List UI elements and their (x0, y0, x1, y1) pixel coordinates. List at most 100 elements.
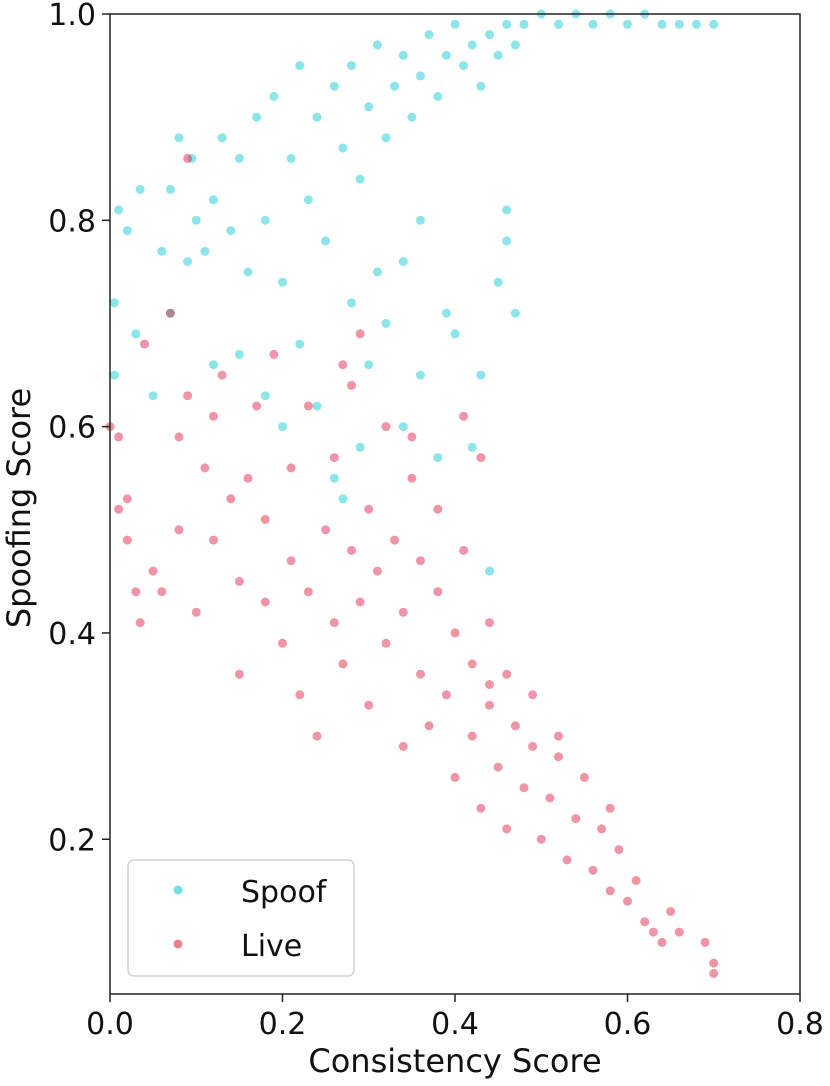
spoof-point (450, 329, 460, 339)
live-point (303, 587, 313, 597)
spoof-point (416, 370, 425, 380)
live-point (157, 587, 167, 597)
spoof-point (269, 92, 279, 101)
live-point (433, 504, 443, 514)
live-point (364, 504, 374, 514)
spoof-point (165, 308, 175, 318)
spoof-point (493, 50, 503, 60)
spoof-point (510, 40, 520, 50)
live-point (243, 473, 253, 483)
spoof-point (286, 153, 296, 163)
live-point (562, 855, 572, 865)
spoof-point (200, 246, 210, 256)
spoof-point (260, 391, 270, 401)
spoof-point (260, 215, 270, 225)
live-point (114, 432, 124, 442)
live-point (131, 587, 141, 597)
live-point (234, 576, 244, 586)
live-point (217, 370, 227, 380)
live-point (545, 793, 555, 803)
live-point (493, 762, 503, 772)
spoof-point (441, 50, 451, 60)
spoof-point (347, 61, 356, 71)
spoof-point (554, 19, 563, 29)
live-point (135, 618, 145, 628)
spoof-point (109, 298, 119, 308)
spoof-point (114, 205, 124, 215)
spoof-point (234, 349, 244, 359)
spoof-point (303, 195, 313, 205)
x-tick-label: 0.6 (604, 1007, 652, 1042)
live-point (329, 618, 339, 628)
live-point (398, 741, 408, 751)
live-point (191, 607, 201, 617)
x-tick-label: 0.0 (86, 1007, 134, 1042)
live-point (200, 463, 210, 473)
spoof-point (467, 442, 477, 452)
spoof-point (191, 215, 201, 225)
live-point (252, 401, 262, 411)
spoof-point (278, 422, 287, 432)
live-point (674, 927, 684, 937)
spoof-point (467, 40, 477, 50)
spoof-point (148, 391, 158, 401)
spoof-point (278, 277, 287, 287)
legend: Spoof Live (127, 859, 355, 977)
x-tick-label: 0.4 (431, 1007, 479, 1042)
plot-frame (109, 13, 801, 995)
legend-box (127, 859, 355, 977)
spoof-point (502, 19, 512, 29)
live-point (347, 380, 356, 390)
live-point (329, 453, 339, 463)
live-point (140, 339, 149, 349)
live-point (390, 535, 400, 545)
live-point (183, 153, 193, 163)
live-point (700, 937, 710, 947)
live-point (416, 669, 425, 679)
spoof-point (187, 153, 197, 163)
live-point (355, 597, 365, 607)
spoof-point (183, 257, 193, 267)
spoof-point (709, 19, 719, 29)
live-point (122, 535, 132, 545)
live-series (105, 153, 719, 978)
live-point (114, 504, 124, 514)
live-point (226, 494, 236, 504)
spoof-point (381, 319, 391, 328)
live-point (441, 690, 451, 700)
spoof-point (329, 473, 339, 483)
spoof-point (450, 19, 460, 29)
y-tick-label: 0.2 (48, 823, 96, 858)
spoof-point (347, 298, 356, 308)
plot-area (105, 9, 801, 995)
x-tick-label: 0.8 (776, 1007, 824, 1042)
spoof-point (485, 30, 494, 40)
spoof-point (355, 174, 365, 184)
spoof-point (226, 226, 236, 236)
live-point (657, 937, 667, 947)
spoof-point (364, 360, 374, 370)
live-point (209, 411, 218, 421)
live-point (122, 494, 132, 504)
live-point (260, 597, 270, 607)
spoof-point (321, 236, 331, 246)
legend-marker-live (173, 939, 183, 949)
live-point (605, 886, 615, 896)
spoof-point (459, 61, 469, 71)
spoof-point (424, 30, 434, 40)
y-tick-label: 0.8 (48, 204, 96, 239)
spoof-point (165, 184, 175, 194)
live-point (648, 927, 658, 937)
y-tick-label: 0.6 (48, 411, 96, 446)
spoof-point (338, 494, 348, 504)
spoof-point (398, 257, 408, 267)
legend-label-spoof: Spoof (241, 875, 328, 910)
live-point (209, 535, 218, 545)
live-point (424, 721, 434, 731)
spoof-point (364, 102, 374, 112)
live-point (372, 566, 382, 576)
x-axis-ticks: 0.0 0.2 0.4 0.6 0.8 (86, 994, 824, 1042)
spoof-point (398, 422, 408, 432)
spoof-point (390, 81, 400, 91)
live-point (338, 659, 348, 669)
